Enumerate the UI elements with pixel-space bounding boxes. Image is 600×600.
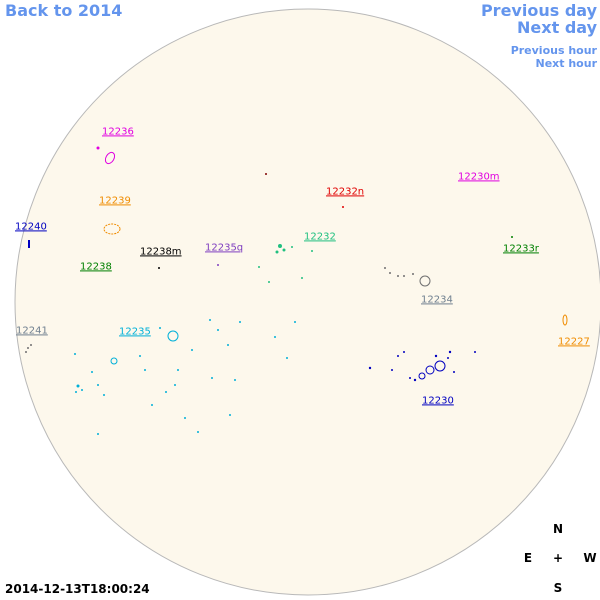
back-link[interactable]: Back to 2014 (5, 1, 122, 20)
region-label[interactable]: 12227 (558, 336, 590, 347)
region-label[interactable]: 12230 (422, 395, 454, 406)
next-hour-link[interactable]: Next hour (536, 57, 598, 70)
solar-disk (14, 8, 600, 596)
region-label[interactable]: 12236 (102, 126, 134, 137)
region-label[interactable]: 12241 (16, 325, 48, 336)
region-label[interactable]: 12239 (99, 195, 131, 206)
compass-west: W (583, 551, 596, 565)
region-label[interactable]: 12230m (458, 171, 500, 182)
sunspots (25, 146, 568, 435)
region-label[interactable]: 12234 (421, 294, 453, 305)
compass-center: + (553, 551, 563, 565)
compass-south: S (554, 581, 563, 595)
previous-hour-link[interactable]: Previous hour (511, 44, 598, 57)
previous-day-link[interactable]: Previous day (481, 1, 598, 20)
compass-north: N (553, 522, 563, 536)
next-day-link[interactable]: Next day (517, 18, 598, 37)
region-label[interactable]: 12232n (326, 186, 364, 197)
region-label[interactable]: 12232 (304, 231, 336, 242)
timestamp: 2014-12-13T18:00:24 (5, 582, 150, 596)
compass-east: E (524, 551, 532, 565)
region-label[interactable]: 12235 (119, 326, 151, 337)
region-label[interactable]: 12238m (140, 246, 182, 257)
region-label[interactable]: 12238 (80, 261, 112, 272)
region-label[interactable]: 12233r (503, 243, 540, 254)
region-label[interactable]: 12240 (15, 221, 47, 232)
region-label[interactable]: 12235q (205, 242, 243, 253)
